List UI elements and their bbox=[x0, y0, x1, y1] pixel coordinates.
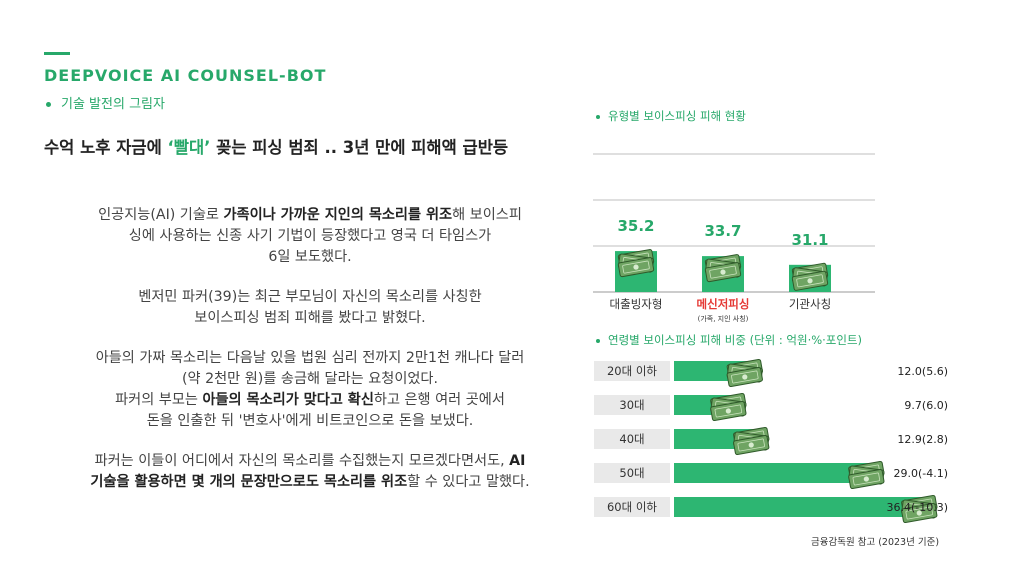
category-label: 20대 이하 bbox=[607, 364, 657, 378]
paragraph-text: 하고 은행 여러 곳에서 bbox=[373, 392, 505, 408]
subtitle: 기술 발전의 그림자 bbox=[46, 93, 165, 112]
paragraph-text: 할 수 있다고 말했다. bbox=[407, 474, 530, 490]
paragraph: 아들의 가짜 목소리는 다음날 있을 법원 심리 전까지 2만1천 캐나다 달러… bbox=[40, 348, 580, 432]
bar-value-label: 36.4(-10.3) bbox=[886, 501, 948, 514]
category-label: 50대 bbox=[619, 466, 644, 480]
chart-type-bar: 35.2 대출빙자형 33.7 메신저피싱 (가족, 지인 사칭) 31.1 기관사칭 bbox=[593, 153, 875, 323]
category-label: 40대 bbox=[619, 432, 644, 446]
money-stack-icon bbox=[791, 262, 829, 291]
emphasis-text: 기술을 활용하면 몇 개의 문장만으로도 목소리를 위조 bbox=[90, 474, 408, 490]
money-stack-icon bbox=[848, 460, 885, 490]
brand-title: DEEPVOICE AI COUNSEL-BOT bbox=[44, 66, 327, 85]
emphasis-text: AI bbox=[509, 453, 526, 469]
bullet-dot bbox=[596, 114, 600, 119]
headline: 수억 노후 자금에 ‘빨대’ 꽂는 피싱 범죄 .. 3년 만에 피해액 급반등 bbox=[44, 134, 584, 158]
category-label: 대출빙자형 bbox=[610, 297, 663, 311]
paragraph-text: 파커의 부모는 bbox=[115, 392, 203, 408]
bar-value-label: 12.0(5.6) bbox=[897, 365, 948, 378]
paragraph-text: (약 2천만 원)를 송금해 달라는 요청이었다. bbox=[182, 371, 438, 387]
paragraph-text: 6일 보도했다. bbox=[268, 249, 352, 265]
bar-value-label: 9.7(6.0) bbox=[904, 399, 948, 412]
money-stack-icon bbox=[704, 254, 742, 283]
source-note: 금융감독원 참고 (2023년 기준) bbox=[811, 537, 940, 548]
money-stack-icon bbox=[726, 358, 763, 388]
money-stack-icon bbox=[617, 249, 655, 278]
bar bbox=[674, 497, 932, 517]
subtitle-text: 기술 발전의 그림자 bbox=[61, 97, 165, 112]
paragraph-text: 인공지능(AI) 기술로 bbox=[98, 207, 224, 223]
headline-highlight: ‘빨대’ bbox=[167, 138, 211, 157]
category-sublabel: (가족, 지인 사칭) bbox=[698, 314, 749, 323]
chart-age-bar: 20대 이하 12.0(5.6) 30대 9.7(6.0) 40대 12.9(2.8) 50… bbox=[594, 358, 948, 524]
paragraph-text: 파커는 이들이 어디에서 자신의 목소리를 수집했는지 모르겠다면서도, bbox=[94, 453, 510, 469]
bar-value-label: 12.9(2.8) bbox=[897, 433, 948, 446]
category-label-bg bbox=[594, 395, 670, 415]
money-stack-icon bbox=[710, 392, 747, 422]
chart-title-type: 유형별 보이스피싱 피해 현황 bbox=[596, 108, 746, 124]
category-label: 30대 bbox=[619, 398, 644, 412]
paragraph-text: 싱에 사용하는 신종 사기 기법이 등장했다고 영국 더 타임스가 bbox=[128, 228, 492, 244]
category-label-bg bbox=[594, 463, 670, 483]
bullet-dot bbox=[596, 338, 600, 343]
bar-value-label: 33.7 bbox=[704, 222, 741, 240]
bar-value-label: 31.1 bbox=[791, 231, 828, 249]
category-label-bg bbox=[594, 497, 670, 517]
paragraph-text: 아들의 가짜 목소리는 다음날 있을 법원 심리 전까지 2만1천 캐나다 달러 bbox=[95, 350, 525, 366]
paragraph-text: 보이스피싱 범죄 피해를 봤다고 밝혔다. bbox=[194, 310, 426, 326]
money-stack-icon bbox=[733, 426, 770, 456]
headline-part2: 꽂는 피싱 범죄 .. 3년 만에 피해액 급반등 bbox=[210, 138, 509, 157]
chart-title-age: 연령별 보이스피싱 피해 비중 (단위 : 억원·%·포인트) bbox=[596, 332, 862, 348]
chart1-title: 유형별 보이스피싱 피해 현황 bbox=[608, 109, 746, 123]
emphasis-text: 가족이나 가까운 지인의 목소리를 위조 bbox=[223, 207, 453, 223]
category-label: 메신저피싱 bbox=[697, 297, 750, 311]
headline-part1: 수억 노후 자금에 bbox=[44, 138, 168, 157]
category-label: 60대 이하 bbox=[607, 500, 657, 514]
category-label: 기관사칭 bbox=[789, 297, 831, 311]
paragraph-text: 벤저민 파커(39)는 최근 부모님이 자신의 목소리를 사칭한 bbox=[138, 289, 482, 305]
paragraph-text: 해 보이스피 bbox=[452, 207, 522, 223]
bar-value-label: 35.2 bbox=[617, 217, 654, 235]
chart2-title: 연령별 보이스피싱 피해 비중 (단위 : 억원·%·포인트) bbox=[608, 333, 863, 347]
money-stack-icon bbox=[901, 494, 938, 524]
category-label-bg bbox=[594, 361, 670, 381]
bullet-dot bbox=[46, 102, 51, 107]
paragraph-text: 돈을 인출한 뒤 '변호사'에게 비트코인으로 돈을 보냈다. bbox=[146, 413, 474, 429]
accent-line bbox=[44, 52, 70, 55]
category-label-bg bbox=[594, 429, 670, 449]
paragraph: 파커는 이들이 어디에서 자신의 목소리를 수집했는지 모르겠다면서도, AI 기… bbox=[40, 451, 580, 493]
bar bbox=[674, 463, 879, 483]
emphasis-text: 아들의 목소리가 맞다고 확신 bbox=[202, 392, 374, 408]
bar-value-label: 29.0(-4.1) bbox=[893, 467, 948, 480]
